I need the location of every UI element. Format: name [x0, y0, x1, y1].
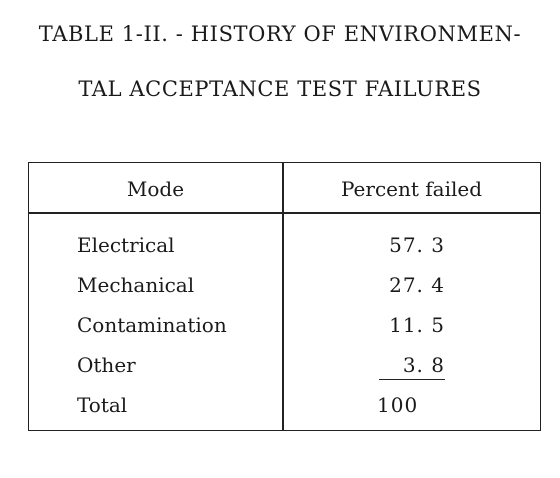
header-mode: Mode [126, 177, 185, 201]
table-title-line-1: TABLE 1-II. - HISTORY OF ENVIRONMEN- [38, 22, 522, 46]
table-title-line-2: TAL ACCEPTANCE TEST FAILURES [78, 77, 482, 101]
row-percent-other: 3. 8 [379, 353, 445, 380]
row-percent-mechanical: 27. 4 [389, 273, 445, 297]
row-mode-other: Other [77, 353, 136, 377]
row-percent-total: 100 [377, 393, 419, 417]
header-percent-failed: Percent failed [340, 177, 483, 201]
row-mode-total: Total [77, 393, 128, 417]
row-percent-electrical: 57. 3 [389, 233, 445, 257]
column-divider [282, 163, 284, 430]
header-divider [29, 212, 540, 214]
row-percent-contamination: 11. 5 [389, 313, 445, 337]
row-mode-electrical: Electrical [77, 233, 175, 257]
row-mode-mechanical: Mechanical [77, 273, 195, 297]
row-mode-contamination: Contamination [77, 313, 227, 337]
failures-table: Mode Percent failed Electrical 57. 3 Mec… [28, 162, 541, 431]
